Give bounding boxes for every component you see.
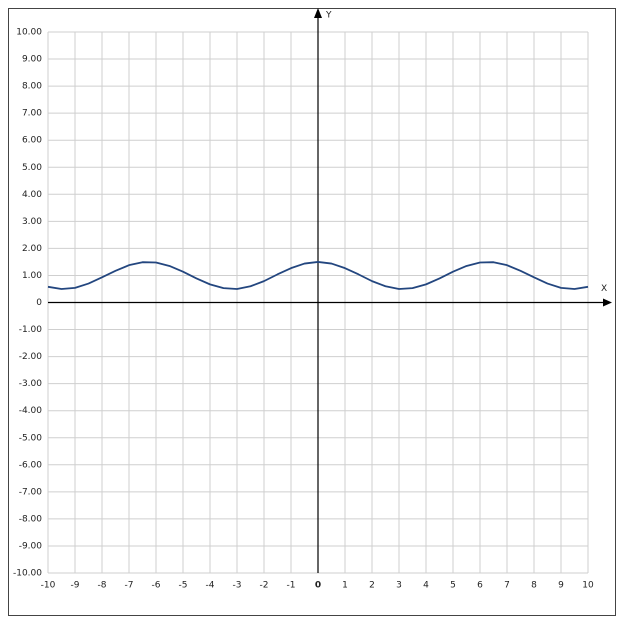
axes bbox=[48, 8, 612, 573]
x-tick-label: 9 bbox=[558, 581, 564, 591]
x-tick-label: -4 bbox=[206, 581, 215, 591]
x-tick-label: 0 bbox=[315, 581, 321, 591]
y-tick-label: 6.00 bbox=[22, 136, 42, 146]
y-tick-label: 5.00 bbox=[22, 163, 42, 173]
y-tick-label: -9.00 bbox=[19, 541, 43, 551]
y-tick-label: 1.00 bbox=[22, 271, 42, 281]
x-tick-label: 6 bbox=[477, 581, 483, 591]
y-axis-arrow bbox=[314, 8, 322, 18]
y-tick-label: 7.00 bbox=[22, 109, 42, 119]
x-tick-label: -6 bbox=[152, 581, 161, 591]
frame bbox=[8, 8, 616, 616]
y-tick-label: -1.00 bbox=[19, 325, 43, 335]
x-tick-label: -10 bbox=[41, 581, 56, 591]
y-tick-label: -6.00 bbox=[19, 460, 43, 470]
x-tick-label: -5 bbox=[179, 581, 188, 591]
x-tick-label: -9 bbox=[71, 581, 80, 591]
curve bbox=[47, 261, 589, 290]
y-tick-label: -4.00 bbox=[19, 406, 43, 416]
y-tick-label: -10.00 bbox=[13, 569, 42, 579]
x-tick-label: 4 bbox=[423, 581, 429, 591]
x-tick-label: -1 bbox=[287, 581, 296, 591]
y-tick-label: 2.00 bbox=[22, 244, 42, 254]
y-axis-label: Y bbox=[325, 11, 332, 21]
y-tick-label: -8.00 bbox=[19, 514, 43, 524]
y-tick-label: 0 bbox=[36, 298, 42, 308]
x-tick-label: -8 bbox=[98, 581, 107, 591]
x-tick-label: 7 bbox=[504, 581, 510, 591]
y-tick-label: 10.00 bbox=[16, 28, 42, 38]
x-tick-label: -3 bbox=[233, 581, 242, 591]
x-tick-label: 2 bbox=[369, 581, 375, 591]
y-tick-label: -7.00 bbox=[19, 487, 43, 497]
x-tick-label: -7 bbox=[125, 581, 134, 591]
x-tick-label: 10 bbox=[582, 581, 594, 591]
y-tick-label: 4.00 bbox=[22, 190, 42, 200]
x-tick-label: 3 bbox=[396, 581, 402, 591]
y-tick-label: -3.00 bbox=[19, 379, 43, 389]
labels: -10.00 -9.00 -8.00 -7.00 -6.00 -5.00 -4.00 -3.0… bbox=[13, 11, 607, 591]
y-tick-label: 9.00 bbox=[22, 55, 42, 65]
x-tick-label: -2 bbox=[260, 581, 269, 591]
x-tick-label: 5 bbox=[450, 581, 456, 591]
x-tick-label: 8 bbox=[531, 581, 537, 591]
y-tick-label: -2.00 bbox=[19, 352, 43, 362]
x-axis-label: X bbox=[601, 284, 607, 294]
y-tick-label: 8.00 bbox=[22, 82, 42, 92]
y-tick-label: 3.00 bbox=[22, 217, 42, 227]
y-tick-label: -5.00 bbox=[19, 433, 43, 443]
x-tick-label: 1 bbox=[342, 581, 348, 591]
x-axis-arrow bbox=[603, 298, 612, 307]
